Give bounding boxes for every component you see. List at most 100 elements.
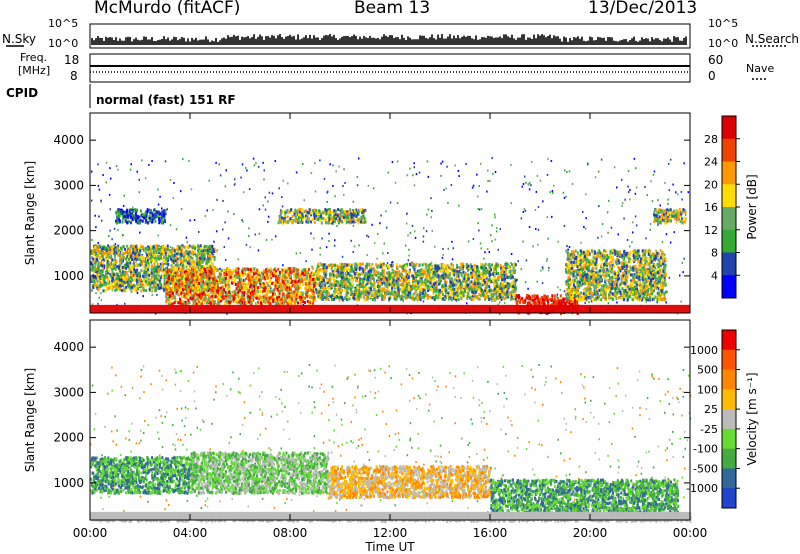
region-echo — [144, 273, 147, 277]
region-echo — [212, 268, 215, 272]
sparse-echo — [503, 301, 506, 304]
region-echo — [117, 287, 120, 291]
region-echo — [133, 286, 136, 290]
sparse-echo — [532, 245, 534, 248]
region-echo — [197, 287, 200, 291]
region-echo — [285, 288, 288, 292]
region-echo — [330, 286, 333, 290]
region-echo — [167, 250, 170, 254]
sparse-echo — [627, 170, 630, 173]
region-echo — [186, 268, 189, 272]
region-echo — [192, 246, 195, 250]
region-echo — [193, 271, 196, 275]
region-echo — [226, 281, 229, 285]
region-echo — [268, 275, 271, 279]
sparse-echo — [536, 174, 539, 177]
region-echo — [252, 298, 255, 302]
region-echo — [180, 263, 183, 267]
noise-left-tick-top: 10^5 — [48, 17, 79, 30]
sparse-echo — [396, 202, 399, 205]
region-echo — [240, 281, 243, 285]
region-echo — [174, 268, 177, 272]
region-echo — [326, 281, 329, 285]
region-echo — [290, 293, 293, 297]
region-echo — [91, 249, 94, 253]
region-echo — [260, 289, 263, 293]
region-echo — [135, 289, 138, 293]
region-echo — [202, 269, 205, 273]
region-echo — [503, 297, 506, 301]
region-echo — [272, 272, 275, 276]
region-echo — [343, 275, 346, 279]
region-echo — [453, 282, 456, 286]
sparse-echo — [553, 184, 555, 187]
region-echo — [291, 283, 294, 287]
region-echo — [290, 270, 293, 274]
region-echo — [221, 280, 224, 284]
sparse-echo — [245, 166, 247, 169]
region-echo — [243, 300, 246, 304]
region-echo — [173, 248, 176, 252]
region-echo — [366, 273, 369, 277]
region-echo — [235, 272, 238, 276]
region-echo — [248, 278, 251, 282]
region-echo — [114, 255, 117, 259]
region-echo — [226, 290, 229, 294]
sparse-echo — [430, 261, 433, 264]
region-echo — [488, 285, 491, 289]
region-echo — [104, 270, 107, 274]
sparse-echo — [621, 204, 623, 207]
region-echo — [401, 297, 404, 301]
sparse-echo — [667, 202, 669, 205]
region-echo — [153, 249, 156, 253]
region-echo — [252, 281, 255, 285]
region-echo — [158, 279, 161, 283]
sparse-echo — [523, 208, 526, 211]
region-echo — [153, 265, 156, 269]
region-echo — [193, 273, 196, 277]
region-echo — [514, 279, 517, 283]
region-echo — [272, 288, 275, 292]
region-echo — [505, 272, 508, 276]
region-echo — [300, 272, 303, 276]
region-echo — [126, 254, 129, 258]
region-echo — [355, 272, 358, 276]
region-echo — [213, 247, 216, 251]
region-echo — [95, 248, 98, 252]
sparse-echo — [108, 193, 111, 196]
region-echo — [448, 282, 451, 286]
region-echo — [490, 273, 493, 277]
region-echo — [121, 270, 124, 274]
region-echo — [379, 288, 382, 292]
region-echo — [352, 290, 355, 294]
region-echo — [119, 253, 122, 257]
sparse-echo — [537, 228, 540, 231]
sparse-echo — [632, 221, 634, 224]
region-echo — [330, 284, 333, 288]
region-echo — [192, 284, 195, 288]
region-echo — [197, 249, 200, 253]
region-echo — [502, 272, 505, 276]
region-echo — [413, 264, 416, 268]
sparse-echo — [633, 157, 636, 160]
region-echo — [94, 260, 97, 264]
sparse-echo — [314, 190, 317, 193]
region-echo — [146, 273, 149, 277]
region-echo — [176, 288, 179, 292]
sparse-echo — [427, 208, 430, 211]
region-echo — [203, 284, 206, 288]
region-echo — [154, 281, 157, 285]
region-echo — [223, 283, 226, 287]
sparse-echo — [546, 216, 549, 219]
region-echo — [253, 278, 256, 282]
region-echo — [211, 244, 214, 248]
region-echo — [120, 246, 123, 250]
region-echo — [290, 285, 293, 289]
region-echo — [236, 295, 239, 299]
region-echo — [213, 300, 216, 304]
sparse-echo — [668, 276, 671, 279]
sparse-echo — [442, 247, 444, 250]
region-echo — [133, 267, 136, 271]
sparse-echo — [563, 169, 566, 172]
region-echo — [464, 265, 467, 269]
